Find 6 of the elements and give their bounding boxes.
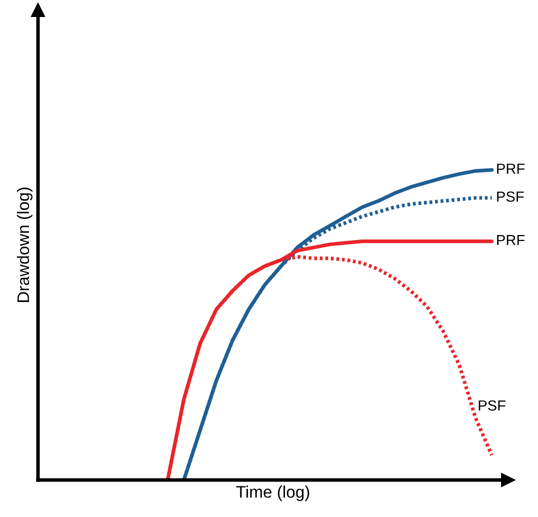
series-label: PSF — [478, 400, 506, 411]
series-label: PSF — [497, 191, 524, 202]
y-axis-title: Drawdown (log) — [16, 188, 32, 302]
series-label: PRF — [497, 235, 525, 246]
series-label: PRF — [497, 164, 525, 174]
x-axis-title: Time (log) — [236, 486, 310, 502]
